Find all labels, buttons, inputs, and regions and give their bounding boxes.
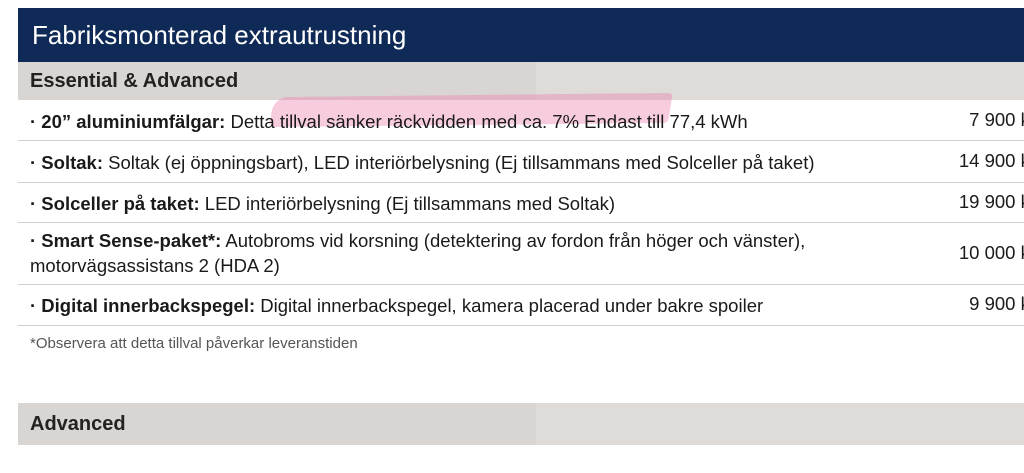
footnote: *Observera att detta tillval påverkar le… <box>30 335 358 352</box>
option-row-smart-sense: · Smart Sense-paket*: Autobroms vid kors… <box>18 223 1024 285</box>
option-row-digital-innerbackspegel: · Digital innerbackspegel: Digital inner… <box>18 285 1024 326</box>
option-row-soltak: · Soltak: Soltak (ej öppningsbart), LED … <box>18 141 1024 183</box>
option-row-solceller: · Solceller på taket: LED interiörbelysn… <box>18 183 1024 223</box>
section-shade <box>536 62 1024 100</box>
option-text: Autobroms vid korsning (detektering av f… <box>30 230 806 276</box>
section-header-essential-advanced: Essential & Advanced <box>18 62 1024 100</box>
option-description: · 20” aluminiumfälgar: Detta tillval sän… <box>30 109 935 134</box>
option-name: · Digital innerbackspegel: <box>30 295 256 316</box>
option-text: Soltak (ej öppningsbart), LED interiörbe… <box>102 152 815 173</box>
page-title: Fabriksmonterad extrautrustning <box>18 8 1024 62</box>
option-price: 19 900 kr <box>958 191 1024 212</box>
option-text: Digital innerbackspegel, kamera placerad… <box>255 295 764 316</box>
option-name: · 20” aluminiumfälgar: <box>30 111 226 132</box>
option-description: · Smart Sense-paket*: Autobroms vid kors… <box>30 228 910 278</box>
section-label: Advanced <box>30 413 126 435</box>
option-price: 9 900 kr <box>969 293 1024 314</box>
option-name: · Soltak: <box>30 152 103 173</box>
option-name: · Smart Sense-paket*: <box>30 230 222 251</box>
option-text: LED interiörbelysning (Ej tillsammans me… <box>199 193 616 214</box>
option-price: 14 900 kr <box>958 150 1024 171</box>
option-row-aluminiumfalgar: · 20” aluminiumfälgar: Detta tillval sän… <box>18 100 1024 141</box>
option-price: 10 000 kr <box>958 242 1024 263</box>
option-description: · Soltak: Soltak (ej öppningsbart), LED … <box>30 150 935 175</box>
section-header-advanced: Advanced <box>18 403 1024 445</box>
option-description: · Digital innerbackspegel: Digital inner… <box>30 293 935 318</box>
option-text: Detta tillval sänker räckvidden med ca. … <box>225 111 748 132</box>
option-price: 7 900 kr <box>969 109 1024 130</box>
option-description: · Solceller på taket: LED interiörbelysn… <box>30 191 935 216</box>
option-name: · Solceller på taket: <box>30 193 200 214</box>
section-label: Essential & Advanced <box>30 70 239 92</box>
section-shade <box>536 403 1024 445</box>
